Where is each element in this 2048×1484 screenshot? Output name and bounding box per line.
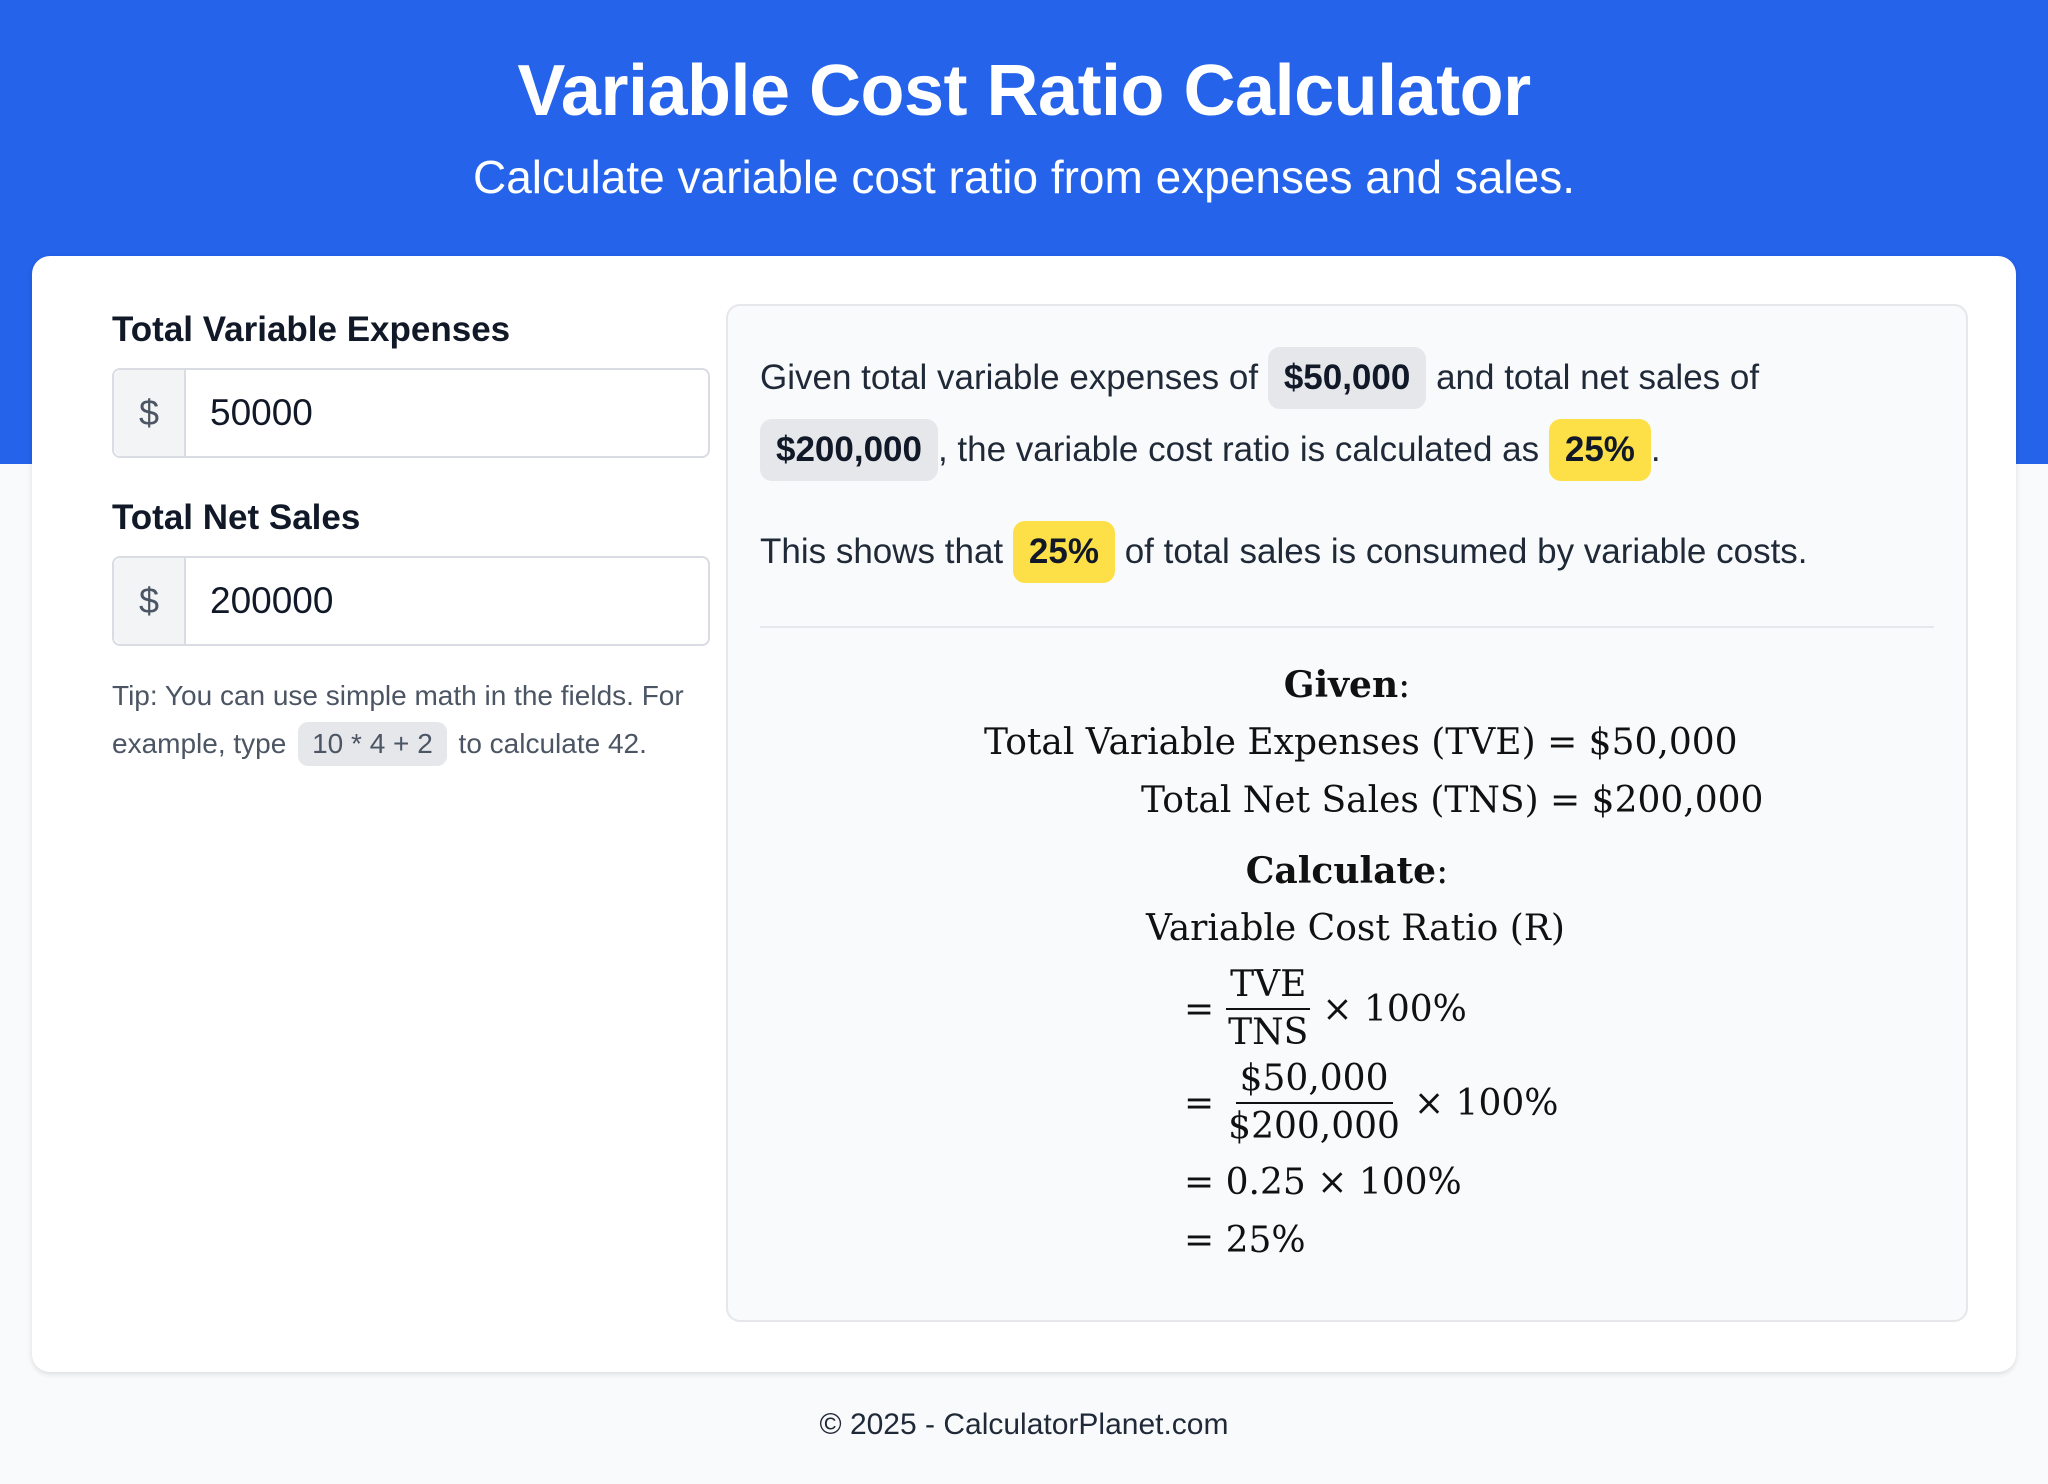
footer-copyright: © 2025 - CalculatorPlanet.com xyxy=(819,1408,1229,1441)
expenses-currency-prefix: $ xyxy=(114,370,186,456)
tip-text: Tip: You can use simple math in the fiel… xyxy=(112,672,712,768)
divider xyxy=(760,626,1934,628)
page-subtitle: Calculate variable cost ratio from expen… xyxy=(472,151,1575,203)
calc-step-substitution: = $50,000 $200,000 × 100% xyxy=(1184,1056,1558,1150)
calc-title: Variable Cost Ratio (R) xyxy=(1146,908,1565,949)
given-heading: Given: xyxy=(1283,664,1411,706)
summary-text: . xyxy=(1650,430,1661,469)
given-line-expenses: Total Variable Expenses (TVE) = $50,000 xyxy=(984,722,1738,763)
expenses-input-group: $ xyxy=(112,368,710,458)
summary-text: Given total variable expenses of xyxy=(760,358,1259,397)
ratio-result-badge: 25% xyxy=(1548,419,1651,481)
calc-step-formula: = TVE TNS × 100% xyxy=(1184,962,1467,1056)
sales-input-group: $ xyxy=(112,556,710,646)
fraction-denominator: $200,000 xyxy=(1228,1106,1400,1147)
calculate-heading: Calculate: xyxy=(1245,850,1449,892)
interpretation-text: This shows that xyxy=(760,532,1004,571)
calc-step-result: = 25% xyxy=(1184,1220,1306,1261)
sales-label: Total Net Sales xyxy=(112,498,361,537)
ratio-result-badge: 25% xyxy=(1012,521,1115,583)
tip-text-after: to calculate 42. xyxy=(458,728,647,759)
summary-text: and total net sales of xyxy=(1436,358,1760,397)
sales-currency-prefix: $ xyxy=(114,558,186,644)
fraction-numerator: $50,000 xyxy=(1235,1056,1393,1104)
interpretation-text: of total sales is consumed by variable c… xyxy=(1124,532,1808,571)
tip-text-before: Tip: You can use simple math in the fiel… xyxy=(112,680,684,759)
fraction-denominator: TNS xyxy=(1228,1012,1309,1053)
interpretation-paragraph: This shows that 25% of total sales is co… xyxy=(760,516,1940,588)
expenses-label: Total Variable Expenses xyxy=(112,310,511,349)
sales-input[interactable] xyxy=(186,558,708,644)
page-title: Variable Cost Ratio Calculator xyxy=(517,51,1531,131)
expenses-value-badge: $50,000 xyxy=(1267,347,1427,409)
expenses-input[interactable] xyxy=(186,370,708,456)
given-line-sales: Total Net Sales (TNS) = $200,000 xyxy=(1141,780,1764,821)
calc-step-decimal: = 0.25 × 100% xyxy=(1184,1162,1462,1203)
tip-code-example: 10 * 4 + 2 xyxy=(298,722,447,766)
summary-paragraph: Given total variable expenses of $50,000… xyxy=(760,342,1940,486)
result-panel: Given total variable expenses of $50,000… xyxy=(726,304,1968,1322)
fraction-numerator: TVE xyxy=(1226,962,1311,1010)
summary-text: , the variable cost ratio is calculated … xyxy=(937,430,1540,469)
sales-value-badge: $200,000 xyxy=(760,419,938,481)
